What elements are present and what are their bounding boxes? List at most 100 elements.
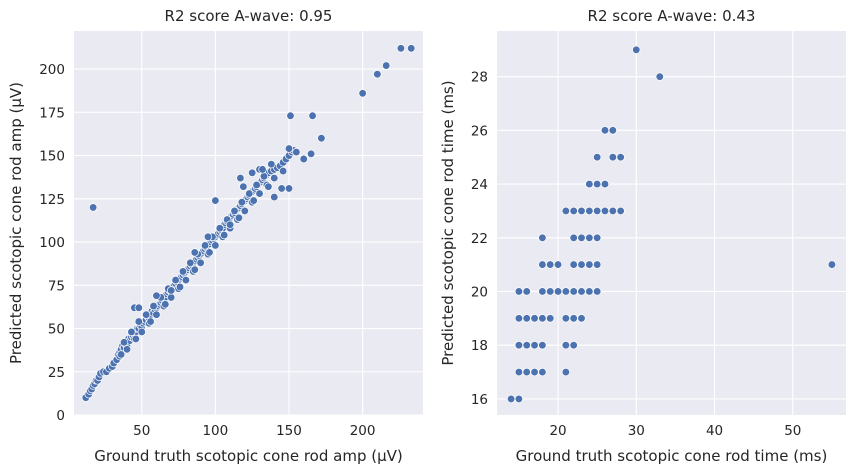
- left-chart: 50 100 150 200 0 25 50 75 100 125 150 175 200 R2 sc…: [7, 7, 423, 465]
- right-data-point: [616, 206, 625, 216]
- left-data-point: [161, 300, 170, 309]
- left-data-point: [119, 338, 129, 347]
- right-data-point: [561, 367, 571, 377]
- left-data-point: [299, 154, 308, 164]
- left-data-point: [240, 206, 249, 216]
- left-data-point: [134, 303, 143, 312]
- right-data-point: [561, 287, 571, 296]
- right-data-point: [577, 233, 586, 242]
- right-gridlines: [497, 31, 846, 415]
- left-data-point: [200, 241, 210, 250]
- right-data-point: [561, 314, 571, 323]
- left-data-point: [382, 61, 391, 70]
- right-y-ticks: 16 18 20 22 24 26 28: [471, 70, 488, 408]
- right-data-point: [538, 367, 547, 377]
- left-data-point: [167, 293, 176, 302]
- right-y-tick-label: 26: [471, 123, 488, 139]
- right-y-tick-label: 24: [471, 177, 488, 193]
- right-data-point: [585, 260, 594, 269]
- left-y-tick-label: 200: [39, 62, 65, 78]
- right-y-axis-label: Predicted scotopic cone rod time (ms): [439, 80, 457, 365]
- right-data-point: [522, 341, 531, 350]
- left-data-point: [225, 220, 235, 229]
- right-data-point: [655, 72, 664, 81]
- left-data-point: [152, 291, 161, 300]
- right-data-point: [514, 314, 524, 323]
- right-data-point: [514, 367, 524, 377]
- right-data-point: [585, 287, 594, 296]
- right-data-point: [561, 206, 571, 216]
- left-data-point: [127, 327, 136, 337]
- right-x-tick-label: 30: [628, 423, 645, 439]
- right-y-tick-label: 20: [471, 284, 488, 300]
- left-y-tick-label: 75: [48, 278, 65, 294]
- left-data-point: [267, 160, 276, 169]
- left-gridlines: [74, 31, 423, 416]
- left-data-point: [178, 267, 188, 276]
- left-data-point: [284, 144, 294, 153]
- right-data-point: [569, 206, 578, 216]
- left-data-point: [284, 184, 294, 193]
- right-x-tick-label: 50: [784, 423, 801, 439]
- left-data-point: [317, 134, 326, 143]
- right-y-tick-label: 16: [471, 392, 488, 408]
- right-data-point: [530, 341, 539, 350]
- right-data-point: [522, 367, 531, 377]
- left-data-point: [220, 230, 229, 240]
- left-data-point: [270, 192, 279, 202]
- left-data-point: [270, 173, 279, 183]
- left-data-point: [203, 232, 213, 241]
- left-data-point: [308, 111, 317, 120]
- left-data-point: [186, 258, 195, 267]
- right-data-point: [530, 314, 539, 323]
- right-data-point: [546, 287, 555, 296]
- left-data-point: [292, 147, 301, 157]
- right-data-point: [553, 287, 563, 296]
- right-y-tick-label: 22: [471, 231, 488, 247]
- right-data-point: [585, 179, 594, 189]
- left-data-point: [211, 241, 220, 250]
- left-y-tick-label: 175: [39, 105, 65, 121]
- right-data-point: [600, 126, 610, 135]
- right-scatter-points: [506, 45, 837, 404]
- left-data-point: [237, 198, 247, 207]
- right-data-point: [616, 153, 625, 162]
- left-data-point: [190, 248, 199, 257]
- right-data-point: [577, 206, 586, 216]
- right-chart: 20 30 40 50 16 18 20 22 24 26 28 R2 score A-wave:…: [439, 7, 846, 465]
- left-y-tick-label: 0: [56, 408, 65, 424]
- right-y-tick-label: 28: [471, 70, 488, 86]
- left-data-point: [134, 317, 143, 326]
- right-data-point: [522, 314, 531, 323]
- left-data-point: [407, 44, 416, 53]
- left-y-tick-label: 125: [39, 192, 65, 208]
- right-data-point: [538, 287, 547, 296]
- right-data-point: [593, 179, 602, 189]
- left-scatter-points: [81, 44, 416, 402]
- right-data-point: [522, 287, 531, 296]
- left-x-tick-label: 150: [276, 423, 302, 439]
- right-data-point: [593, 233, 602, 242]
- right-data-point: [585, 206, 594, 216]
- left-y-tick-label: 100: [39, 235, 65, 251]
- left-data-point: [230, 206, 239, 216]
- right-x-tick-label: 20: [549, 423, 566, 439]
- left-data-point: [286, 111, 295, 120]
- left-y-tick-label: 25: [48, 365, 65, 381]
- left-data-point: [277, 184, 286, 193]
- right-data-point: [538, 260, 547, 269]
- left-plot-area: [74, 31, 423, 415]
- right-data-point: [608, 206, 617, 216]
- right-data-point: [600, 179, 610, 189]
- left-data-point: [181, 275, 191, 285]
- left-y-ticks: 0 25 50 75 100 125 150 175 200: [39, 62, 65, 424]
- left-chart-title: R2 score A-wave: 0.95: [165, 7, 333, 25]
- right-data-point: [608, 153, 617, 162]
- right-data-point: [553, 260, 563, 269]
- left-data-point: [146, 317, 155, 326]
- right-data-point: [569, 341, 578, 350]
- left-data-point: [234, 213, 244, 222]
- right-data-point: [577, 287, 586, 296]
- left-data-point: [88, 203, 98, 212]
